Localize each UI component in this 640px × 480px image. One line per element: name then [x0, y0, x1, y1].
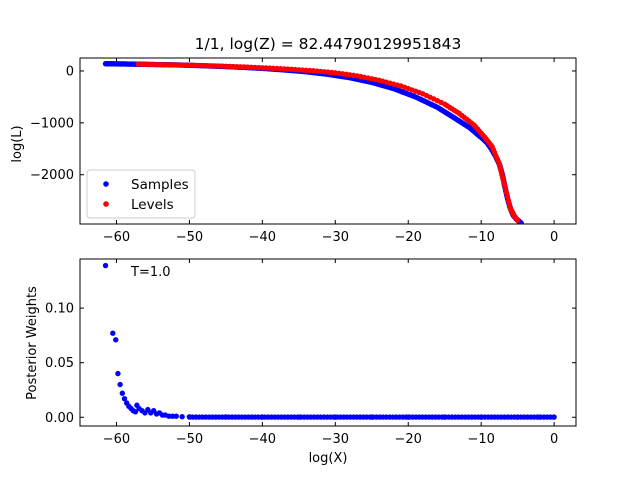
x-tick-label: −50 — [176, 432, 203, 447]
legend-box — [86, 169, 196, 219]
posterior-weight-point — [132, 409, 139, 415]
legend-marker-levels — [103, 201, 109, 207]
posterior-weight-point — [117, 381, 123, 388]
x-tick-label: −40 — [249, 432, 276, 447]
temperature-annotation: T=1.0 — [130, 265, 171, 280]
y-tick-label: 0.00 — [45, 411, 74, 426]
y-tick-label: 0 — [66, 64, 74, 79]
y-tick-label: −1000 — [30, 116, 74, 131]
x-tick-label: −60 — [103, 432, 130, 447]
x-tick-label: −10 — [467, 432, 494, 447]
levels-point — [514, 217, 521, 224]
x-tick-label: 0 — [550, 230, 558, 245]
scatter-marks-top — [102, 61, 524, 224]
plot-frame-top — [79, 57, 577, 225]
posterior-weight-point — [115, 370, 121, 377]
legend-marker-samples — [103, 181, 109, 187]
posterior-weight-point — [173, 413, 179, 419]
y-axis-label-bottom: Posterior Weights — [25, 286, 40, 400]
posterior-weight-point — [102, 262, 109, 269]
x-tick-label: 0 — [550, 432, 558, 447]
x-tick-label: −20 — [395, 432, 422, 447]
posterior-weight-point — [179, 414, 185, 420]
scatter-marks-bottom — [102, 262, 557, 420]
y-axis-label-top: log(L) — [10, 125, 25, 162]
x-tick-label: −40 — [249, 230, 276, 245]
posterior-weight-point — [121, 396, 128, 402]
posterior-weight-point — [551, 414, 557, 420]
x-tick-label: −30 — [322, 230, 349, 245]
legend: Samples Levels — [86, 169, 196, 219]
legend-label-levels: Levels — [131, 197, 174, 213]
x-tick-label: −60 — [103, 230, 130, 245]
plot-frame-bottom — [79, 258, 577, 427]
legend-label-samples: Samples — [131, 177, 189, 193]
posterior-weights-panel: Posterior Weights log(X) T=1.0 −60 −50 −40… — [25, 258, 577, 466]
x-axis-label: log(X) — [309, 451, 348, 466]
posterior-weight-point — [119, 390, 126, 396]
chart-title: 1/1, log(Z) = 82.44790129951843 — [195, 35, 462, 53]
x-tick-label: −50 — [176, 230, 203, 245]
axes-top: −60 −50 −40 −30 −20 −10 00−1000−2000 — [30, 58, 576, 245]
x-tick-label: −20 — [395, 230, 422, 245]
x-tick-label: −10 — [467, 230, 494, 245]
axes-bottom: −60 −50 −40 −30 −20 −10 0 0.00 0.05 0.10 — [45, 259, 576, 447]
y-tick-label: 0.05 — [45, 356, 74, 371]
posterior-weight-point — [110, 330, 116, 336]
y-tick-label: −2000 — [30, 168, 74, 183]
x-tick-label: −30 — [322, 432, 349, 447]
y-tick-label: 0.10 — [45, 302, 74, 317]
log-likelihood-panel: 1/1, log(Z) = 82.44790129951843 log(L) −… — [10, 35, 577, 245]
posterior-weight-point — [113, 337, 119, 343]
